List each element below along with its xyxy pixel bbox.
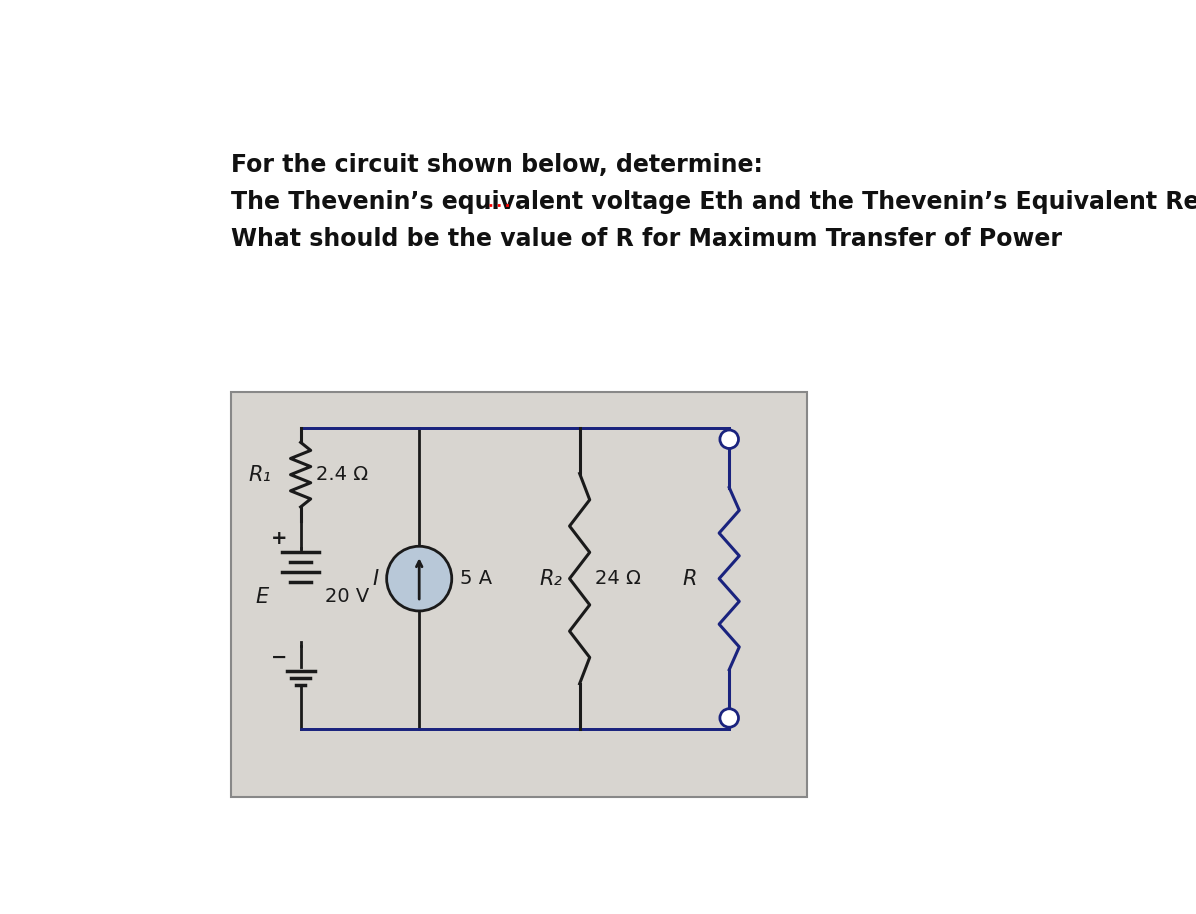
Text: +: + bbox=[270, 529, 287, 548]
Circle shape bbox=[720, 430, 738, 449]
Circle shape bbox=[720, 708, 738, 728]
Text: −: − bbox=[270, 648, 287, 666]
Text: R: R bbox=[682, 569, 696, 589]
Text: 20 V: 20 V bbox=[325, 587, 370, 606]
Text: R₂: R₂ bbox=[539, 569, 562, 589]
Text: What should be the value of R for Maximum Transfer of Power: What should be the value of R for Maximu… bbox=[231, 227, 1062, 250]
Text: For the circuit shown below, determine:: For the circuit shown below, determine: bbox=[231, 153, 763, 176]
Text: The Thevenin’s equivalent voltage Eth and the Thevenin’s Equivalent Resistance a: The Thevenin’s equivalent voltage Eth an… bbox=[231, 190, 1196, 214]
Text: I: I bbox=[373, 569, 379, 589]
Bar bbox=[231, 391, 806, 796]
Circle shape bbox=[386, 547, 452, 611]
Text: 2.4 Ω: 2.4 Ω bbox=[316, 465, 368, 484]
Text: 24 Ω: 24 Ω bbox=[596, 569, 641, 588]
Text: E: E bbox=[255, 587, 268, 607]
Text: R₁: R₁ bbox=[249, 464, 271, 484]
Text: 5 A: 5 A bbox=[459, 569, 492, 588]
